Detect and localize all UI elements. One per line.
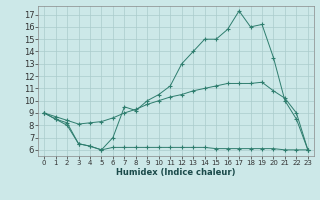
X-axis label: Humidex (Indice chaleur): Humidex (Indice chaleur) <box>116 168 236 177</box>
